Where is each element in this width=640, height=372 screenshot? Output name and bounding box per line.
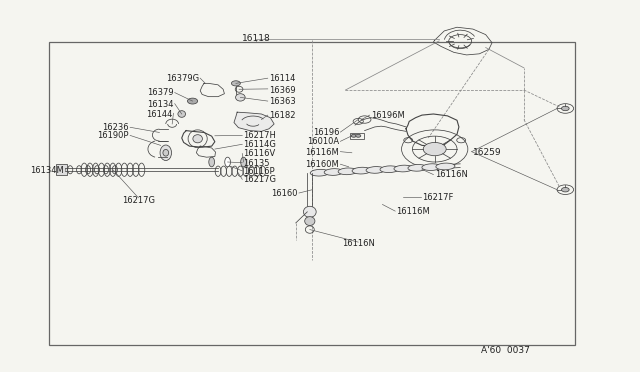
Bar [350,133,364,139]
Text: 16116P: 16116P [244,167,275,176]
Ellipse shape [209,157,214,167]
Circle shape [561,106,569,111]
Text: 16116V: 16116V [244,150,276,158]
Circle shape [356,134,361,137]
Text: 16010A: 16010A [307,137,339,146]
Circle shape [351,134,356,137]
Ellipse shape [178,111,186,117]
Text: 16369: 16369 [269,86,296,94]
Text: 16144: 16144 [146,109,172,119]
Ellipse shape [303,206,316,217]
Bar [56,164,67,175]
Text: 16217G: 16217G [122,196,155,205]
Text: 16134: 16134 [147,100,173,109]
Ellipse shape [352,167,371,174]
Text: 16114: 16114 [269,74,296,83]
Text: 16116N: 16116N [435,170,468,179]
Ellipse shape [163,150,169,156]
Text: 16160M: 16160M [305,160,339,169]
Ellipse shape [338,168,357,175]
Ellipse shape [236,94,245,101]
Ellipse shape [305,217,315,225]
Text: 16196: 16196 [312,128,339,137]
Text: 16116N: 16116N [342,239,374,248]
Text: 16114G: 16114G [244,140,276,149]
Text: 16116M: 16116M [305,148,339,157]
Circle shape [423,142,446,156]
Text: 16135: 16135 [244,158,270,168]
Text: 16217H: 16217H [244,131,276,140]
Ellipse shape [193,135,202,143]
Text: 16379: 16379 [147,89,173,97]
Ellipse shape [366,167,385,173]
Text: 16217F: 16217F [422,193,453,202]
Text: 16116M: 16116M [396,207,430,217]
Text: 16236: 16236 [102,123,129,132]
Text: 16134M: 16134M [30,166,64,175]
Ellipse shape [436,163,455,170]
Ellipse shape [394,165,413,172]
Circle shape [188,98,198,104]
Text: 16196M: 16196M [371,111,404,121]
Ellipse shape [160,145,172,161]
Ellipse shape [380,166,399,173]
Text: 16118: 16118 [242,34,271,43]
Text: 16259: 16259 [473,148,502,157]
Text: 16182: 16182 [269,111,296,121]
Ellipse shape [225,157,230,167]
Ellipse shape [310,169,330,176]
Text: 16160: 16160 [271,189,298,198]
Bar [49,42,575,345]
Text: 16379G: 16379G [166,74,199,83]
Text: A'60  0037: A'60 0037 [481,346,531,355]
Text: 16217G: 16217G [244,175,276,184]
Circle shape [232,81,241,86]
Ellipse shape [241,157,246,167]
Polygon shape [234,112,274,131]
Ellipse shape [422,164,441,170]
Text: 16190P: 16190P [97,131,129,140]
Ellipse shape [324,169,343,175]
Circle shape [561,187,569,192]
Text: 16363: 16363 [269,97,296,106]
Ellipse shape [408,164,427,171]
